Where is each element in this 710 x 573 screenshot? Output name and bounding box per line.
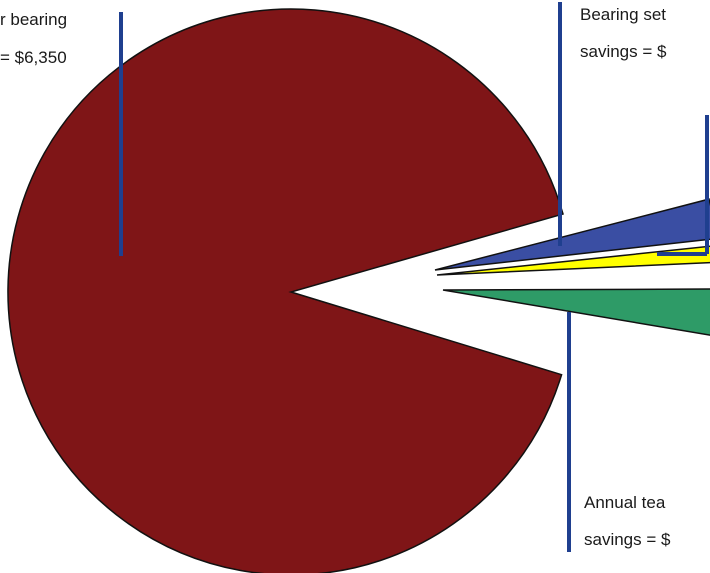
label-annual-line2: savings = $ xyxy=(584,530,671,549)
label-annual-line1: Annual tea xyxy=(584,493,666,512)
label-bearing-set-line2: savings = $ xyxy=(580,42,667,61)
pie-slice-bearing-set-savings xyxy=(434,198,710,271)
pie-slice-small xyxy=(436,245,710,276)
label-bearing-set-line1: Bearing set xyxy=(580,5,666,24)
pie-slice-bearing xyxy=(7,8,564,573)
label-bearing-line2: = $6,350 xyxy=(0,48,67,67)
pie-slice-annual-savings xyxy=(442,288,710,336)
label-bearing-line1: r bearing xyxy=(0,10,67,29)
